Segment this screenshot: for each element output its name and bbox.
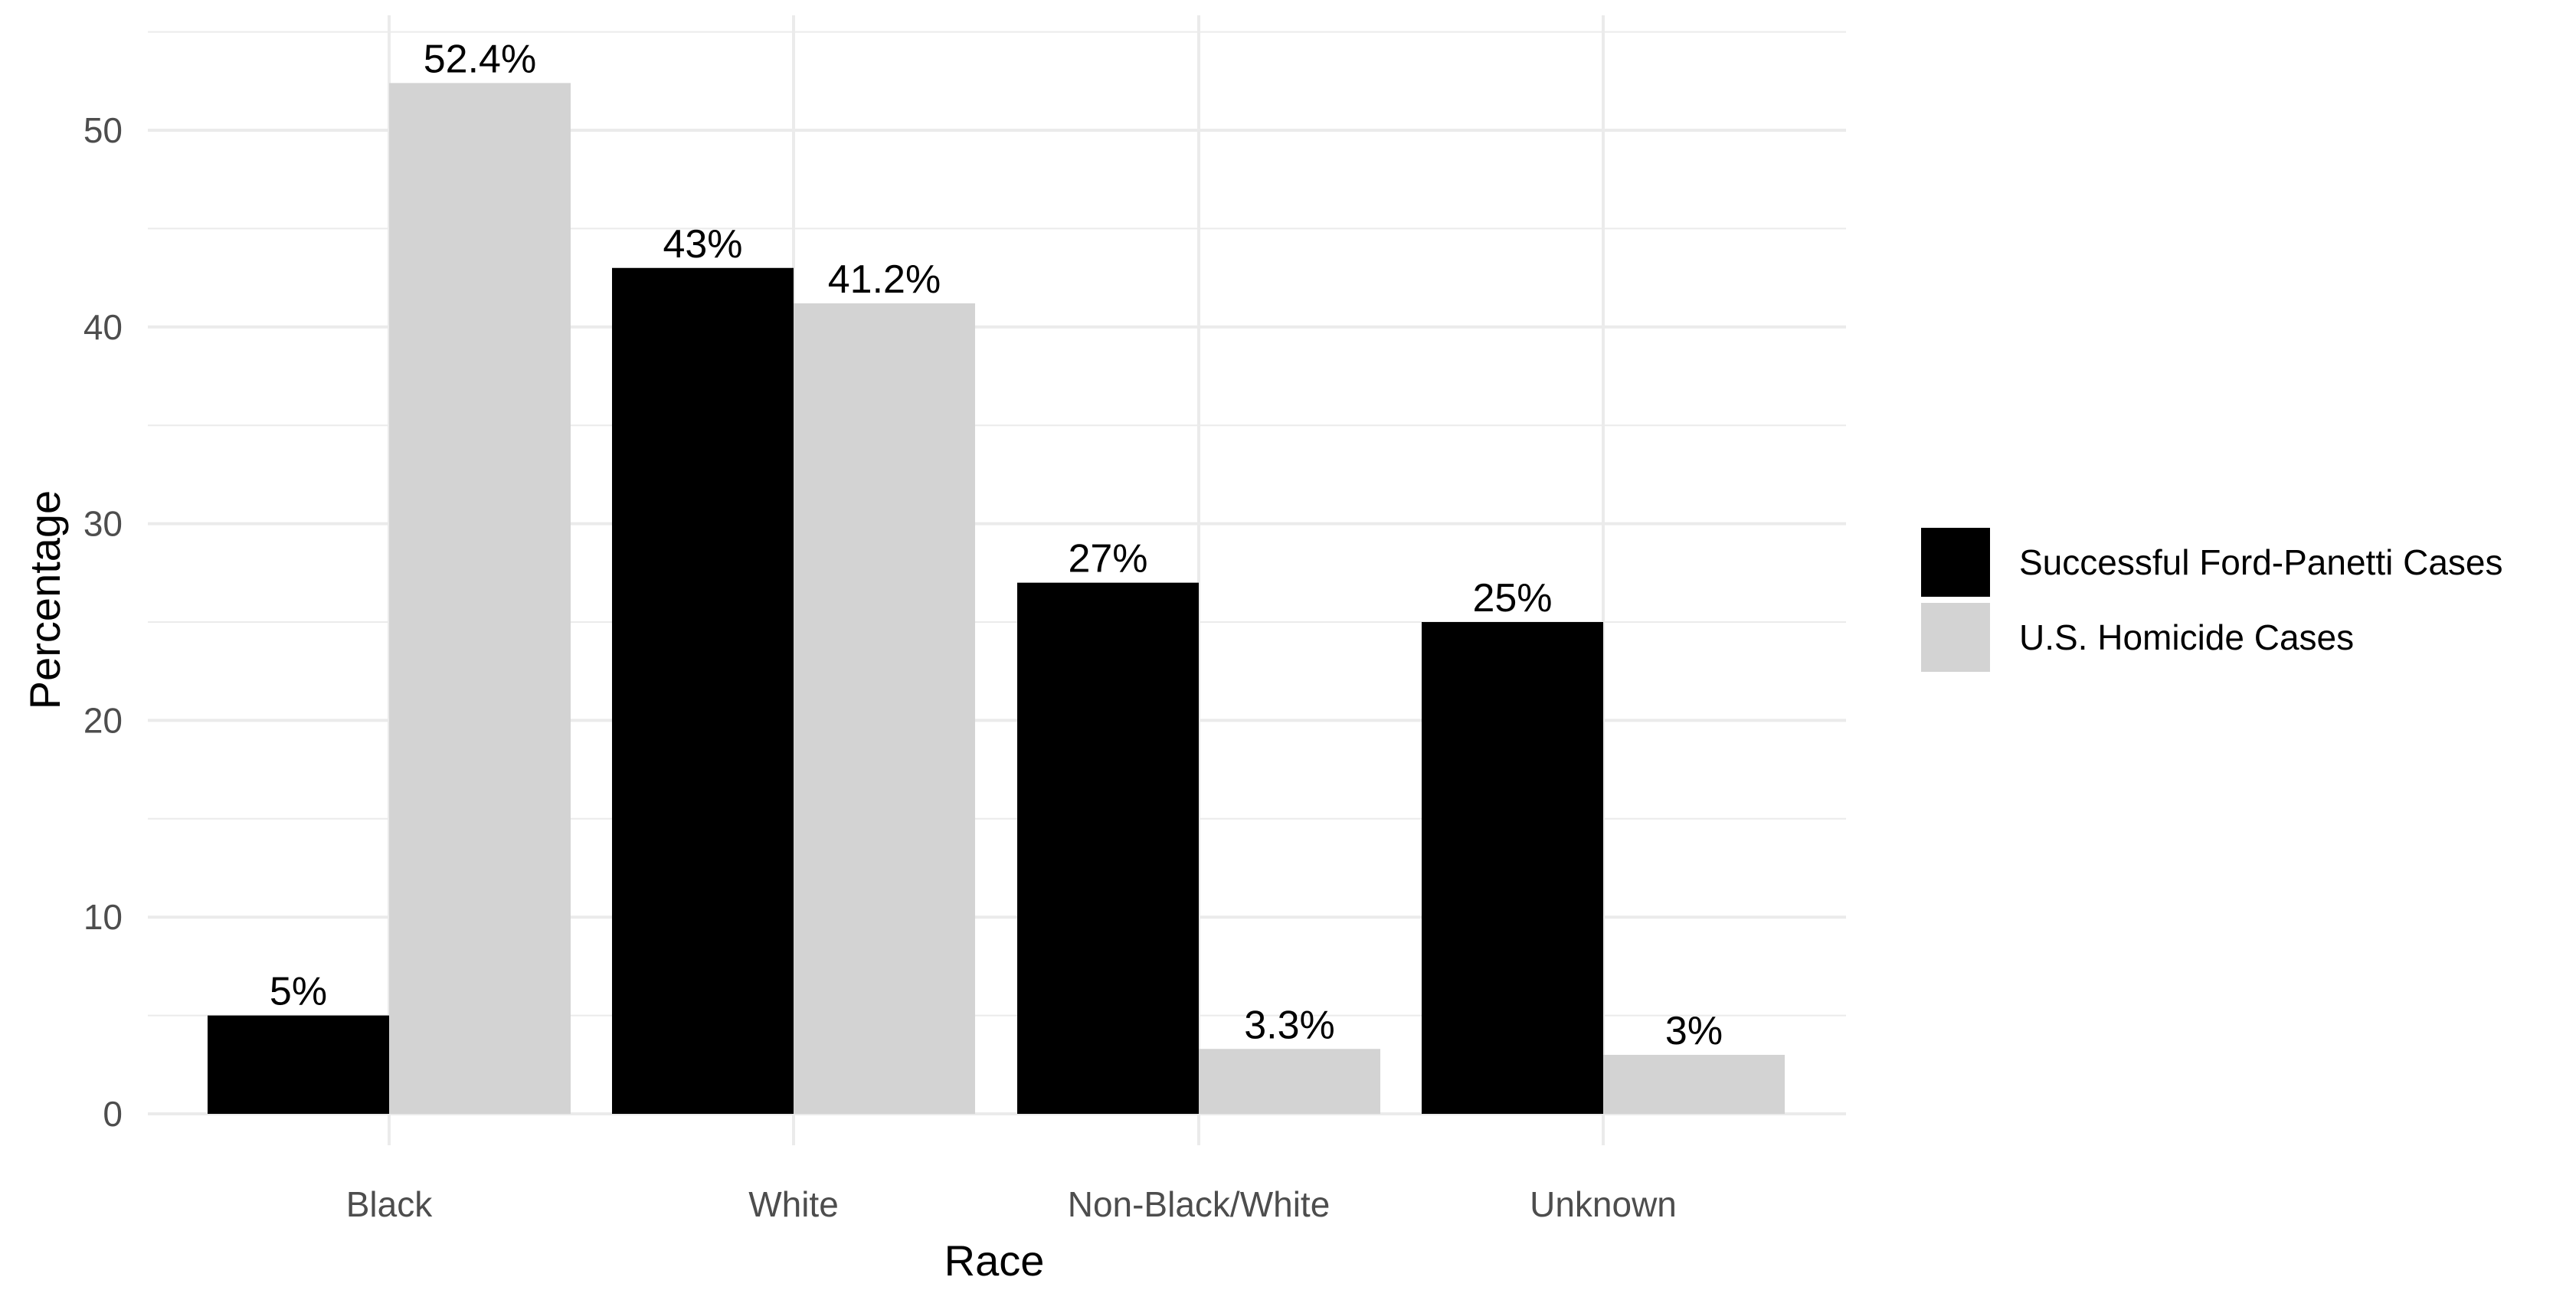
data-labels: 5% 43% 27% 25% 52.4% 41.2% 3.3% 3%	[270, 37, 1723, 1053]
legend: Successful Ford-Panetti Cases U.S. Homici…	[1921, 528, 2503, 672]
data-label: 43%	[663, 222, 742, 267]
x-axis-title: Race	[944, 1236, 1045, 1285]
y-tick-label: 0	[103, 1094, 123, 1134]
x-axis-ticks: Black White Non-Black/White Unknown	[346, 1184, 1677, 1224]
data-label: 27%	[1068, 537, 1147, 581]
x-tick-label: White	[748, 1184, 839, 1224]
bar-ford-panetti-1	[612, 267, 794, 1114]
data-label: 3%	[1665, 1009, 1723, 1053]
bar-ford-panetti-3	[1422, 622, 1603, 1114]
x-tick-label: Unknown	[1530, 1184, 1677, 1224]
bar-ford-panetti-0	[208, 1015, 389, 1114]
bar-homicide-0	[389, 83, 571, 1114]
bar-homicide-2	[1199, 1049, 1380, 1114]
x-tick-label: Non-Black/White	[1068, 1184, 1331, 1224]
bar-homicide-1	[794, 303, 975, 1114]
y-tick-label: 40	[83, 307, 123, 347]
bar-ford-panetti-2	[1017, 582, 1199, 1114]
legend-key	[1921, 528, 1990, 597]
y-axis-title: Percentage	[21, 490, 69, 709]
y-tick-label: 50	[83, 110, 123, 150]
legend-key	[1921, 603, 1990, 672]
y-tick-label: 10	[83, 897, 123, 937]
bar-homicide-3	[1603, 1054, 1785, 1114]
bars	[208, 83, 1785, 1114]
legend-label: U.S. Homicide Cases	[2019, 617, 2354, 657]
y-tick-label: 20	[83, 700, 123, 740]
x-tick-label: Black	[346, 1184, 433, 1224]
data-label: 25%	[1472, 576, 1552, 621]
y-axis-ticks: 0 10 20 30 40 50	[83, 110, 123, 1134]
data-label: 41.2%	[828, 257, 941, 302]
legend-label: Successful Ford-Panetti Cases	[2019, 542, 2503, 582]
data-label: 3.3%	[1244, 1003, 1335, 1047]
data-label: 5%	[270, 970, 327, 1014]
data-label: 52.4%	[424, 37, 536, 81]
y-tick-label: 30	[83, 504, 123, 544]
